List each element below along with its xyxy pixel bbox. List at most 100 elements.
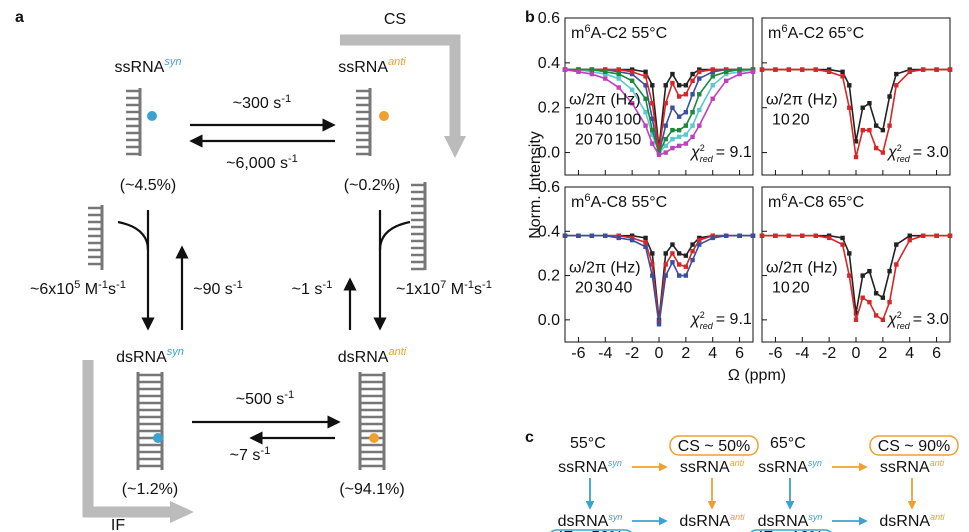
text-part: A-C8 65°C [788,194,865,211]
data-point [697,76,702,81]
superscript: -1 [322,279,332,291]
data-point [887,123,892,128]
chi-square: χ2 red = 9.1 [689,143,752,164]
legend-title: ω/2π (Hz) [569,91,641,108]
node-name: dsRNA [558,513,609,530]
text-part: A-C2 65°C [788,25,865,42]
data-point [907,69,912,75]
data-point [629,78,635,83]
base-syn [153,433,163,443]
data-point [710,235,715,241]
data-point [676,251,682,256]
data-point [603,69,608,75]
text-part: ~1x10 [396,281,440,298]
y-tick-label: 0.4 [538,223,560,240]
data-point [880,127,886,133]
data-point [589,69,595,75]
data-point [643,235,648,241]
node-superscript: anti [930,458,946,468]
data-point [690,78,695,83]
state-name: ssRNA [338,59,388,76]
legend-entry: 10 [772,279,790,296]
x-tick-label: -6 [768,345,782,362]
data-point [737,69,742,75]
population: (~1.2%) [122,481,178,498]
legend-entry: 70 [595,131,613,148]
text-part: s [474,281,482,298]
chi-symbol: χ [886,311,897,328]
state-superscript: syn [164,56,181,68]
data-point [676,83,682,88]
chi-value: = 9.1 [716,311,752,328]
data-point [643,110,648,115]
data-point [670,145,675,151]
data-point [629,87,635,92]
data-point [676,114,682,119]
y-tick-label: 0.4 [538,55,560,72]
superscript: 6 [584,192,590,204]
data-point [589,233,595,238]
data-point [656,152,662,158]
data-point [840,235,845,241]
if-arrowhead [170,501,194,523]
data-point [690,110,695,115]
y-tick-label: 0.2 [538,268,560,285]
data-point [907,233,912,238]
data-point [683,132,689,137]
superscript: -1 [233,279,243,291]
data-point [690,92,695,97]
state-label: dsRNAanti [338,346,407,366]
data-point [589,67,595,72]
text-part: m [768,25,781,42]
data-point [676,127,682,133]
chi-square: χ2 red = 9.1 [689,310,752,331]
x-tick-label: 0 [852,345,861,362]
data-point [697,235,702,241]
data-point [690,249,695,254]
data-point [873,123,879,128]
chi-sub: red [897,154,911,164]
data-point [663,150,668,155]
data-point [690,242,695,247]
data-point [629,101,635,106]
text-part: ~6,000 s [226,155,288,172]
x-tick-label: 2 [681,345,690,362]
x-tick-label: 6 [735,345,744,362]
x-tick-label: -4 [598,345,612,362]
x-tick-label: 0 [655,345,664,362]
data-point [663,143,668,149]
data-point [710,67,715,72]
rate-label: ~300 s-1 [233,93,291,112]
data-point [826,233,832,238]
data-point [629,237,635,243]
temperature: 55°C [570,435,606,452]
x-tick-label: 2 [878,345,887,362]
chart-title: m6A-C2 55°C [571,23,667,42]
data-point [853,311,859,316]
superscript: 6 [584,23,590,35]
chi-sup: 2 [700,310,705,320]
data-point [650,273,655,278]
data-point [643,240,648,245]
node-name: dsRNA [758,513,809,530]
data-point [873,313,879,318]
base-syn [147,111,157,121]
data-point [670,260,675,265]
data-point [860,127,865,133]
data-point [860,105,865,110]
x-tick-label: 6 [932,345,941,362]
data-point [723,78,729,83]
data-point [683,123,689,128]
text-part: ~7 s [230,447,261,464]
data-point [840,74,845,79]
state-name: dsRNA [338,349,389,366]
data-point [887,299,892,305]
data-point [723,233,729,238]
data-point [826,69,832,75]
chi-sub: red [700,154,714,164]
legend-entry: 20 [575,279,593,296]
node-superscript: anti [730,458,746,468]
data-point [629,71,635,77]
data-point [750,67,756,72]
data-point [737,71,742,77]
